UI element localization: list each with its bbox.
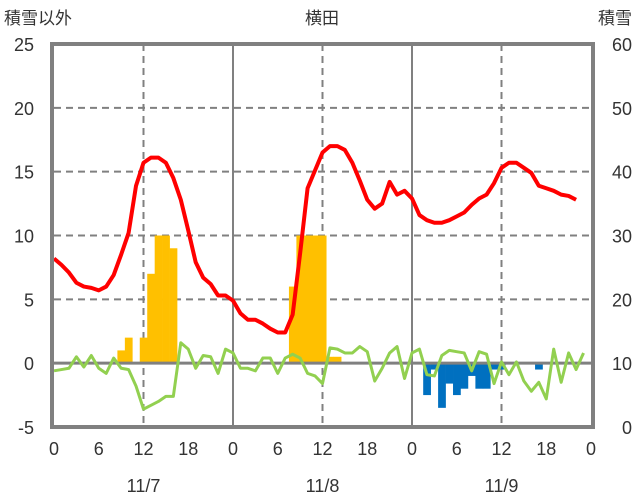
x-date-label: 11/7	[127, 476, 161, 496]
y-left-tick: 0	[24, 354, 34, 374]
blue-bar	[460, 363, 469, 389]
blue-bar	[490, 363, 499, 370]
blue-bar	[438, 363, 446, 408]
y-right-tick: 30	[612, 227, 632, 247]
y-right-tick: 50	[612, 99, 632, 119]
orange-bar	[117, 350, 126, 364]
orange-bar	[139, 337, 148, 364]
orange-bar	[288, 286, 297, 364]
right-axis-title: 積雪	[598, 9, 632, 29]
tick-labels: -5 0 5 10 15 20 25 0 10 20 30 40 50 60 0 6 12 18 0 6 12 18 0 6 1…	[14, 35, 632, 496]
orange-bar	[154, 235, 163, 364]
x-tick: 12	[133, 439, 153, 459]
orange-bar	[311, 235, 320, 364]
blue-bar	[430, 363, 439, 370]
orange-bar	[326, 356, 334, 364]
y-left-tick: 15	[14, 163, 34, 183]
plot-border	[50, 42, 595, 429]
left-axis-title: 積雪以外	[4, 9, 72, 29]
lines	[52, 144, 591, 411]
y-left-tick: -5	[18, 418, 34, 438]
orange-bar	[296, 235, 305, 364]
gridlines	[54, 44, 591, 427]
orange-bar	[303, 235, 312, 364]
blue-bar	[423, 363, 431, 396]
x-tick: 0	[228, 439, 238, 459]
orange-bar	[169, 248, 178, 364]
blue-bar	[445, 363, 454, 384]
y-left-tick: 20	[14, 99, 34, 119]
x-tick: 12	[312, 439, 332, 459]
x-tick: 0	[49, 439, 59, 459]
plot-frame	[50, 42, 595, 429]
blue-bar	[475, 363, 484, 389]
y-right-tick: 60	[612, 35, 632, 55]
orange-bar	[162, 235, 170, 364]
x-tick: 6	[273, 439, 283, 459]
y-left-tick: 10	[14, 227, 34, 247]
orange-bar	[318, 235, 327, 364]
y-left-tick: 25	[14, 35, 34, 55]
x-tick: 18	[178, 439, 198, 459]
y-right-tick: 10	[612, 354, 632, 374]
x-tick: 0	[407, 439, 417, 459]
green-series-line	[53, 341, 585, 411]
x-tick: 6	[94, 439, 104, 459]
blue-bar	[453, 363, 461, 396]
blue-bar	[482, 363, 491, 389]
chart-title: 横田	[305, 9, 339, 29]
orange-bar	[333, 356, 342, 364]
x-tick: 6	[452, 439, 462, 459]
blue-bar	[497, 363, 506, 370]
blue-bar	[535, 363, 543, 370]
x-date-label: 11/9	[485, 476, 519, 496]
x-date-label: 11/8	[306, 476, 340, 496]
x-tick: 18	[536, 439, 556, 459]
x-tick: 12	[491, 439, 511, 459]
red-series-line	[52, 144, 577, 335]
orange-bar	[147, 273, 155, 364]
y-right-tick: 0	[622, 418, 632, 438]
x-tick: 18	[357, 439, 377, 459]
bars	[117, 235, 543, 408]
y-left-tick: 5	[24, 290, 34, 310]
x-tick: 0	[586, 439, 596, 459]
y-right-tick: 40	[612, 163, 632, 183]
y-right-tick: 20	[612, 290, 632, 310]
orange-bar	[124, 337, 133, 364]
